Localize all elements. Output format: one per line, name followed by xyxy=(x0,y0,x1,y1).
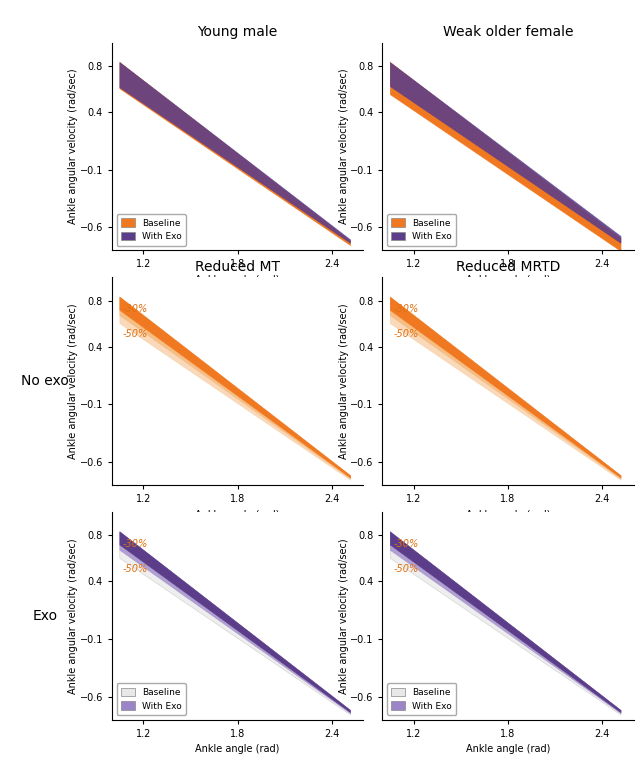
Title: Reduced MRTD: Reduced MRTD xyxy=(456,260,560,274)
X-axis label: Ankle angle (rad): Ankle angle (rad) xyxy=(195,745,280,754)
Polygon shape xyxy=(120,532,351,715)
Polygon shape xyxy=(390,532,621,715)
Text: -30%: -30% xyxy=(123,538,148,548)
Polygon shape xyxy=(390,62,621,251)
Polygon shape xyxy=(120,62,351,246)
Legend: Baseline, With Exo: Baseline, With Exo xyxy=(116,214,186,246)
Text: No exo: No exo xyxy=(21,374,68,388)
Polygon shape xyxy=(120,297,351,480)
Text: -30%: -30% xyxy=(394,304,419,314)
Polygon shape xyxy=(390,62,621,244)
Text: -50%: -50% xyxy=(123,329,148,339)
Title: Reduced MT: Reduced MT xyxy=(195,260,280,274)
Polygon shape xyxy=(120,297,351,478)
X-axis label: Ankle angle (rad): Ankle angle (rad) xyxy=(466,745,550,754)
Y-axis label: Ankle angular velocity (rad/sec): Ankle angular velocity (rad/sec) xyxy=(68,303,78,459)
Y-axis label: Ankle angular velocity (rad/sec): Ankle angular velocity (rad/sec) xyxy=(339,68,349,224)
Legend: Baseline, With Exo: Baseline, With Exo xyxy=(387,683,456,715)
X-axis label: Ankle angle (rad): Ankle angle (rad) xyxy=(195,510,280,520)
Y-axis label: Ankle angular velocity (rad/sec): Ankle angular velocity (rad/sec) xyxy=(339,538,349,694)
Title: Weak older female: Weak older female xyxy=(443,25,573,39)
Polygon shape xyxy=(390,297,621,479)
Polygon shape xyxy=(390,297,621,480)
Legend: Baseline, With Exo: Baseline, With Exo xyxy=(387,214,456,246)
Polygon shape xyxy=(390,532,621,713)
Text: -50%: -50% xyxy=(394,564,419,574)
Polygon shape xyxy=(390,297,621,478)
Y-axis label: Ankle angular velocity (rad/sec): Ankle angular velocity (rad/sec) xyxy=(339,303,349,459)
Text: -50%: -50% xyxy=(123,564,148,574)
Text: -50%: -50% xyxy=(394,329,419,339)
Polygon shape xyxy=(120,297,351,479)
Text: Exo: Exo xyxy=(32,609,58,623)
X-axis label: Ankle angle (rad): Ankle angle (rad) xyxy=(195,275,280,285)
X-axis label: Ankle angle (rad): Ankle angle (rad) xyxy=(466,510,550,520)
Y-axis label: Ankle angular velocity (rad/sec): Ankle angular velocity (rad/sec) xyxy=(68,68,78,224)
Polygon shape xyxy=(120,62,351,244)
Text: -30%: -30% xyxy=(123,304,148,314)
Polygon shape xyxy=(120,532,351,713)
X-axis label: Ankle angle (rad): Ankle angle (rad) xyxy=(466,275,550,285)
Polygon shape xyxy=(120,532,351,713)
Title: Young male: Young male xyxy=(198,25,278,39)
Legend: Baseline, With Exo: Baseline, With Exo xyxy=(116,683,186,715)
Y-axis label: Ankle angular velocity (rad/sec): Ankle angular velocity (rad/sec) xyxy=(68,538,78,694)
Text: -30%: -30% xyxy=(394,538,419,548)
Polygon shape xyxy=(390,532,621,713)
